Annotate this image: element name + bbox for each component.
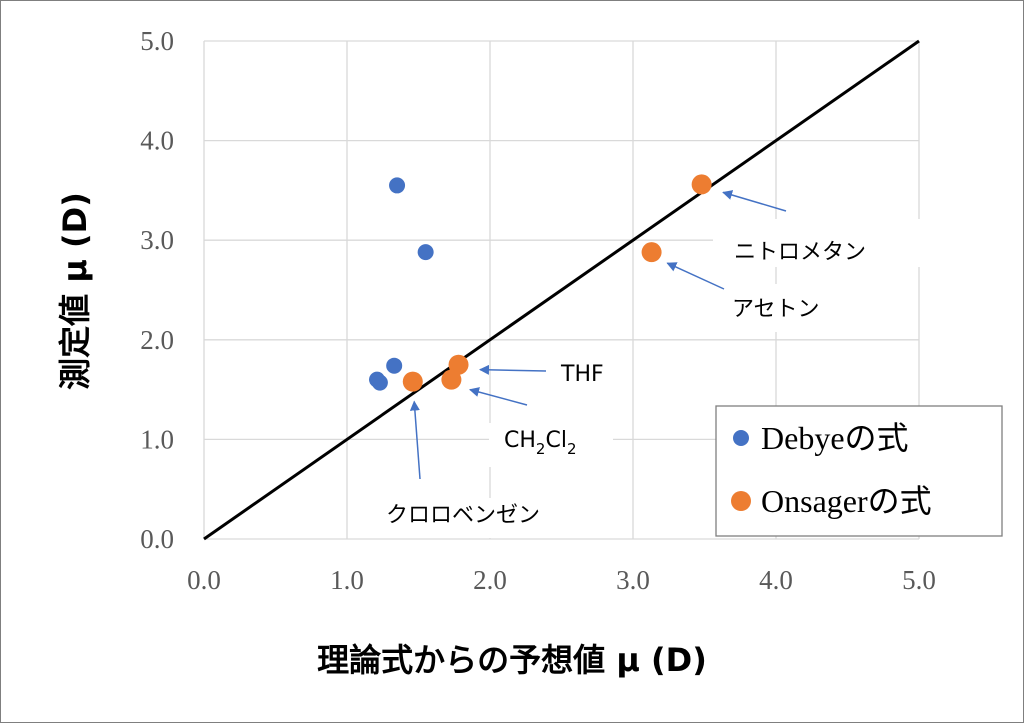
annotation-backgrounds — [371, 219, 933, 538]
onsager-point — [641, 242, 662, 263]
y-axis-title: 測定値 μ (D) — [56, 192, 94, 390]
annotation-arrows — [409, 190, 787, 480]
onsager-point — [448, 354, 469, 375]
debye-point — [389, 177, 406, 194]
annotation-ch2cl2: CH2Cl2 — [504, 428, 576, 458]
y-tick-label: 4.0 — [140, 126, 174, 156]
y-tick-label: 0.0 — [140, 524, 174, 554]
x-tick-label: 5.0 — [902, 565, 936, 595]
y-tick-label: 5.0 — [140, 26, 174, 56]
legend-box — [715, 405, 1003, 537]
y-tick-label: 3.0 — [140, 225, 174, 255]
annotation-label-background — [715, 284, 865, 332]
x-tick-label: 4.0 — [759, 565, 793, 595]
legend-label-debye: Debyeの式 — [761, 420, 909, 456]
x-tick-labels: 0.0 1.0 2.0 3.0 4.0 5.0 — [187, 565, 936, 595]
x-tick-label: 2.0 — [473, 565, 507, 595]
onsager-point — [441, 369, 462, 390]
legend: Debyeの式 Onsagerの式 — [715, 405, 1003, 537]
annotation-arrow — [478, 364, 547, 375]
annotation-arrow — [409, 400, 421, 480]
annotation-nitromethane: ニトロメタン — [734, 240, 866, 265]
data-points — [369, 174, 712, 392]
debye-point — [386, 357, 403, 374]
x-tick-label: 0.0 — [187, 565, 221, 595]
x-tick-label: 3.0 — [616, 565, 650, 595]
annotation-arrow — [469, 387, 528, 406]
onsager-point — [691, 174, 712, 195]
x-axis-title: 理論式からの予想値 μ (D) — [317, 641, 707, 679]
annotation-label-background — [713, 219, 933, 267]
y-tick-label: 1.0 — [140, 424, 174, 454]
reference-line-group — [203, 39, 920, 541]
annotation-labels: ニトロメタン アセトン THF CH2Cl2 クロロベンゼン — [386, 240, 866, 528]
y-tick-label: 2.0 — [140, 325, 174, 355]
x-tick-label: 1.0 — [330, 565, 364, 595]
annotation-thf: THF — [560, 362, 604, 387]
y-tick-labels: 0.0 1.0 2.0 3.0 4.0 5.0 — [140, 26, 174, 554]
annotation-label-background — [546, 357, 624, 397]
annotation-arrow — [666, 262, 725, 290]
reference-line — [203, 39, 920, 541]
legend-label-onsager: Onsagerの式 — [761, 483, 932, 519]
annotation-acetone: アセトン — [732, 297, 820, 322]
debye-point — [371, 374, 388, 391]
annotation-arrow — [722, 190, 787, 212]
legend-marker-onsager — [731, 491, 751, 511]
annotation-chlorobenzene: クロロベンゼン — [386, 503, 540, 528]
annotation-label-background — [371, 498, 619, 538]
legend-marker-debye — [733, 430, 749, 446]
annotation-label-background — [489, 423, 613, 467]
debye-point — [417, 244, 434, 261]
onsager-point — [402, 371, 423, 392]
